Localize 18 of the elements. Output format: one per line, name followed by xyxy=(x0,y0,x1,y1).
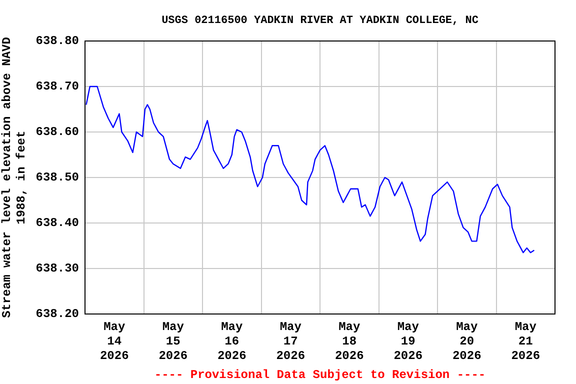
y-axis-title: Stream water level elevation above NAVD 1988, in feet xyxy=(0,37,29,318)
y-tick-label: 638.60 xyxy=(36,125,79,140)
y-tick-label: 638.20 xyxy=(36,307,79,322)
y-tick-label: 638.40 xyxy=(36,216,79,230)
x-tick-label: May 21 2026 xyxy=(511,320,540,364)
text: ---- Provisional Data Subject to Revision ---- xyxy=(154,368,486,382)
x-tick-label: May 17 2026 xyxy=(276,320,306,364)
x-tick-label: May 16 2026 xyxy=(217,320,246,364)
y-tick-label: 638.50 xyxy=(36,170,79,185)
y-tick-label: 638.80 xyxy=(36,34,79,48)
y-tick-label: 638.70 xyxy=(36,80,79,94)
x-tick-label: May 14 2026 xyxy=(100,320,129,364)
x-tick-label: May 15 2026 xyxy=(158,320,188,364)
chart-title: USGS 02116500 YADKIN RIVER AT YADKIN COLLEGE, NC xyxy=(162,14,479,27)
y-tick-label: 638.30 xyxy=(36,262,79,276)
x-tick-label: May 20 2026 xyxy=(452,320,482,364)
x-tick-label: May 19 2026 xyxy=(394,320,423,364)
x-tick-label: May 18 2026 xyxy=(334,320,364,364)
